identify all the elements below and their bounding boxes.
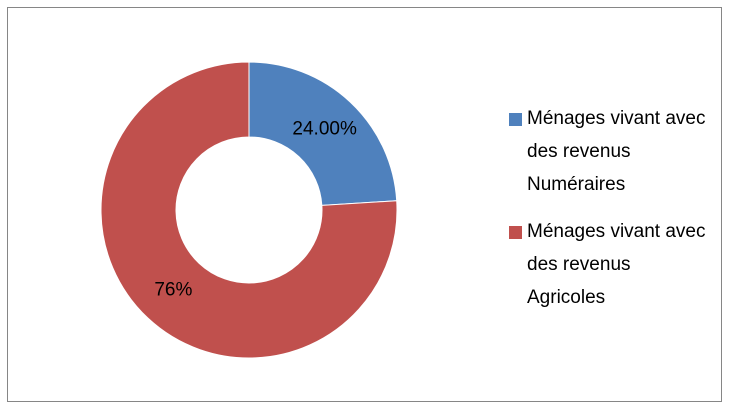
- donut-segment: [248, 61, 398, 206]
- legend-swatch: [509, 226, 522, 239]
- legend-item: Ménages vivant avec des revenus Numérair…: [509, 102, 709, 201]
- legend-label: Ménages vivant avec des revenus Numérair…: [527, 108, 706, 195]
- legend-swatch: [509, 113, 522, 126]
- legend-label: Ménages vivant avec des revenus Agricole…: [527, 221, 706, 308]
- legend-item: Ménages vivant avec des revenus Agricole…: [509, 215, 709, 314]
- data-label: 24.00%: [292, 118, 357, 139]
- donut-segment: [100, 61, 398, 359]
- data-label: 76%: [154, 280, 192, 301]
